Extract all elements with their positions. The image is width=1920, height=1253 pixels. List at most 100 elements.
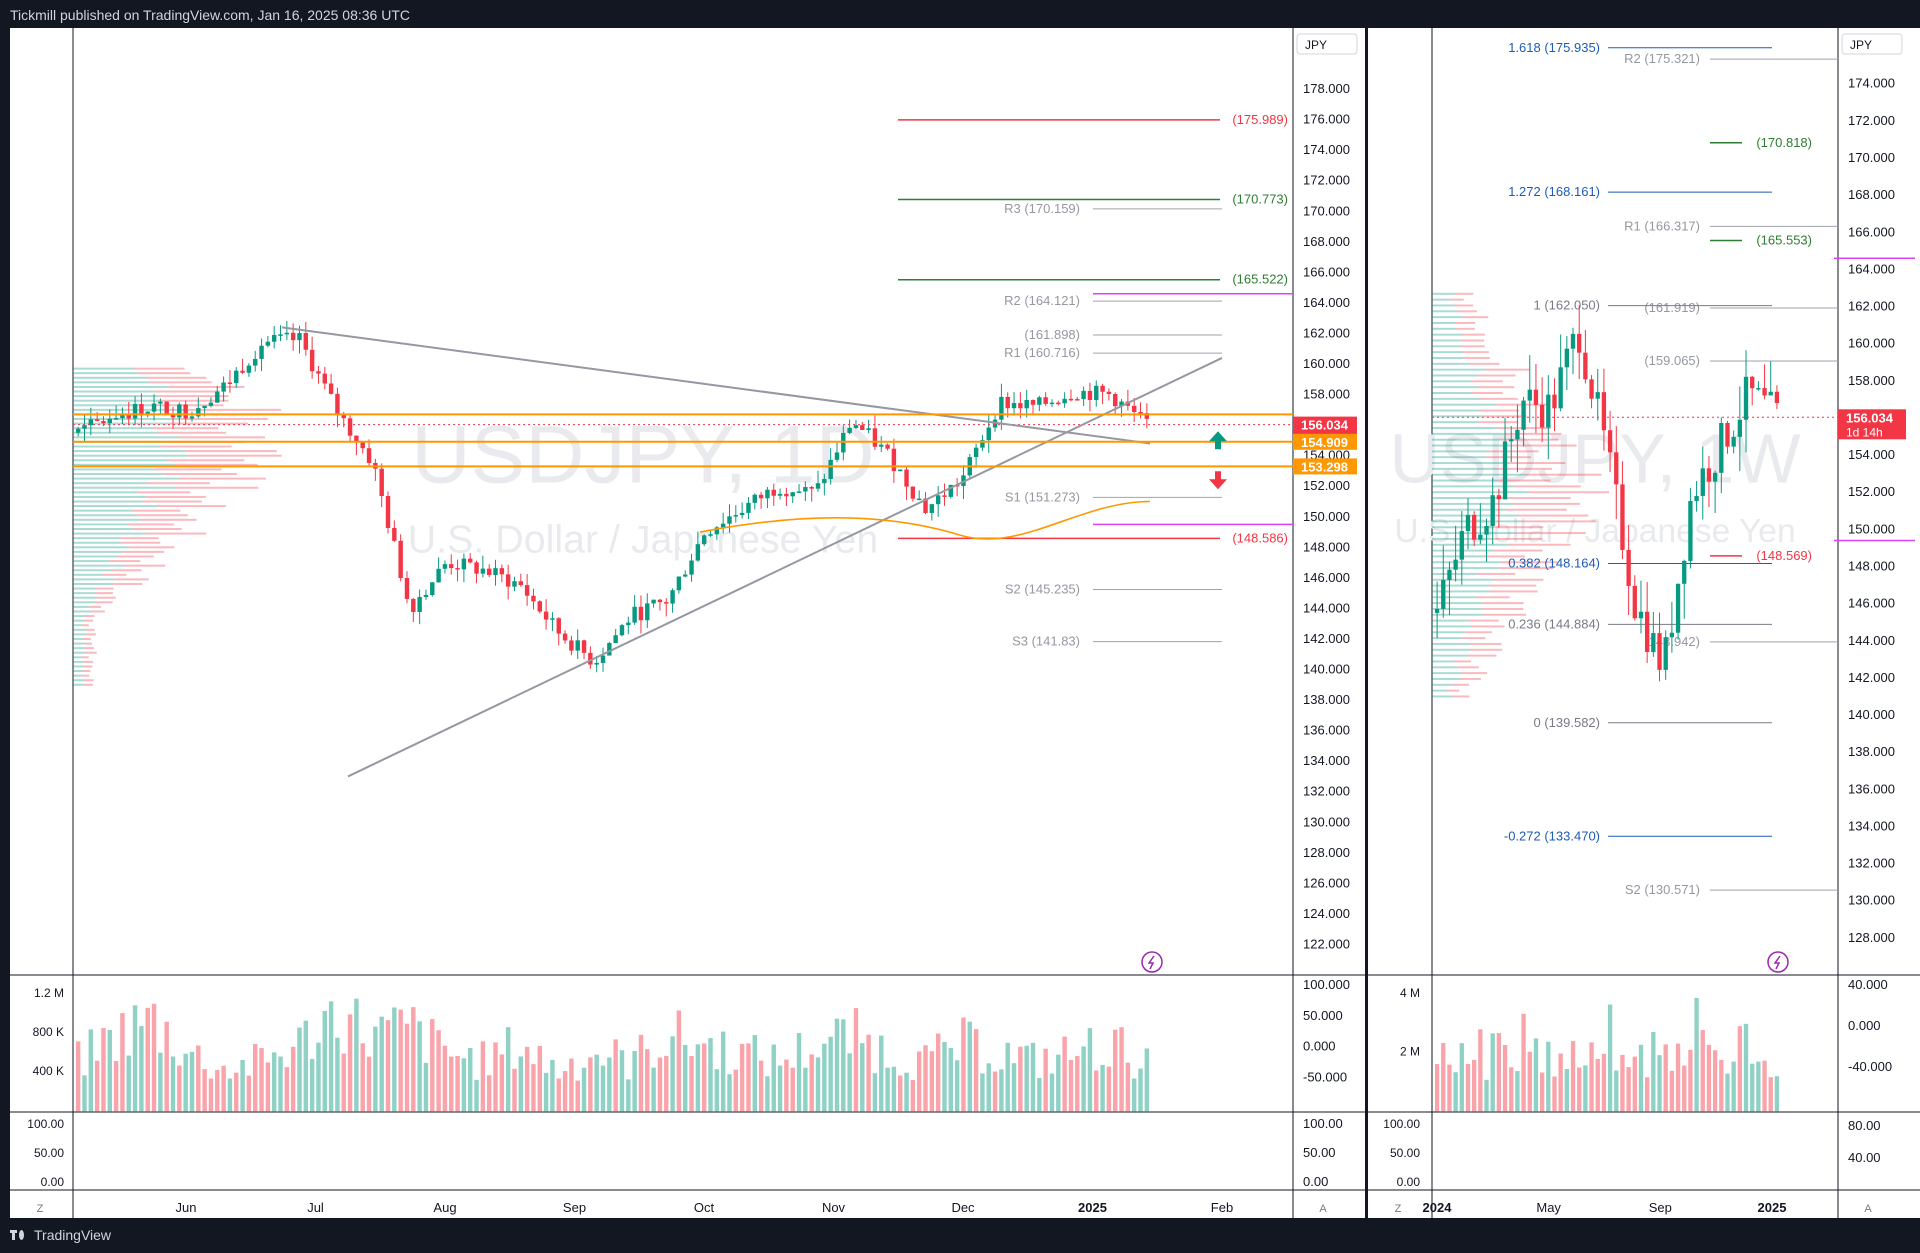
volume-profile-bar [1493,526,1544,529]
volume-profile-bar [1525,473,1602,476]
volume-profile-bar [1483,555,1526,558]
y-tick-label: 128.000 [1303,845,1350,860]
currency-label: JPY [1850,38,1872,52]
candle-body [1068,398,1074,401]
volume-profile-bar [1501,561,1558,564]
candle-body [834,452,840,460]
pivot-label: S3 (141.83) [1012,634,1080,649]
volume-bar [1750,1063,1755,1112]
volume-profile-bar [73,390,154,393]
volume-bar [980,1073,985,1112]
candle-body [683,574,688,577]
volume-bar [164,1021,169,1112]
volume-bar [834,1018,840,1112]
volume-profile-bar [1432,356,1464,359]
volume-profile-bar [84,660,94,663]
volume-profile-bar [82,637,91,640]
volume-profile-bar [137,491,191,494]
volume-profile-bar [1432,444,1512,447]
candle-body [208,402,214,406]
volume-profile-bar [84,679,94,682]
volume-profile-bar [1432,607,1483,610]
volume-profile-bar [1529,491,1610,494]
y-tick-label: 160.000 [1303,356,1350,371]
volume-bar [1011,1063,1017,1112]
volume-bar [739,1043,745,1112]
moving-average-line [699,500,1151,540]
volume-bar [1558,1053,1563,1112]
volume-bar [1651,1032,1656,1112]
volume-bar [271,1052,277,1112]
volume-profile-bar [154,468,222,471]
candle-body [1005,396,1010,409]
volume-profile-bar [73,518,141,521]
volume-bar [1607,1004,1613,1112]
volume-profile-bar [1432,695,1453,698]
volume-bar [796,1033,802,1112]
candle-body [765,489,770,499]
volume-bar [151,1003,157,1112]
candle-body [486,568,492,576]
candle-body [290,332,296,341]
volume-profile-bar [1479,421,1519,424]
chart-canvas[interactable]: USDJPY, 1DU.S. Dollar / Japanese YenJPY1… [0,0,1920,1218]
volume-profile-bar [1432,304,1455,307]
volume-profile-bar [1432,427,1498,430]
volume-profile-bar [73,445,161,448]
candle-body [468,558,473,563]
fib-level-label: 1.272 (168.161) [1508,184,1600,199]
fib-level-label: 1.618 (175.935) [1508,40,1600,55]
candle-body [1049,402,1055,405]
volume-profile-bar [1432,415,1485,418]
target-level-label: (170.818) [1756,135,1812,150]
candle-body [809,487,814,489]
volume-profile-bar [1432,456,1487,459]
candle-body [189,416,195,419]
volume-bar [1509,1067,1514,1112]
y-tick-label: 134.000 [1848,818,1895,833]
candle-body [664,602,669,604]
volume-bar [1768,1077,1773,1112]
candle-body [461,558,467,570]
volume-profile-bar [132,527,182,530]
volume-profile-bar [1432,654,1468,657]
volume-profile-bar [1467,654,1497,657]
candle-body [531,595,536,602]
volume-profile-bar [73,381,150,384]
volume-bar [284,1067,290,1112]
volume-profile-bar [1432,689,1447,692]
volume-bar [94,1060,100,1112]
volume-profile-bar [1432,619,1469,622]
volume-profile-bar [187,408,282,411]
volume-profile-bar [1469,362,1500,365]
volume-profile-bar [73,573,103,576]
candle-body [1094,385,1099,401]
volume-profile-bar [158,395,229,398]
pivot-label: R2 (175.321) [1624,51,1700,66]
volume-profile-bar [73,482,149,485]
volume-bar [328,1001,334,1112]
y-tick-label: 140.000 [1303,662,1350,677]
tradingview-logo[interactable]: TradingView [10,1227,111,1243]
volume-bar [290,1046,296,1112]
indicator-tick-label: 0.000 [1303,1039,1336,1054]
y-tick-label: 178.000 [1303,81,1350,96]
volume-bar [1125,1062,1131,1112]
candle-body [259,345,264,359]
volume-bar [480,1041,486,1112]
y-tick-label: 148.000 [1303,539,1350,554]
fib-level-label: 0 (139.582) [1534,715,1601,730]
target-level-label: (165.522) [1232,272,1288,287]
candle-body [132,404,138,419]
candle-body [1043,397,1048,404]
candle-body [442,564,448,569]
candle-body [695,544,701,561]
candle-body [322,373,327,384]
candle-body [1075,399,1080,401]
volume-profile-bar [73,491,138,494]
volume-profile-bar [1477,386,1515,389]
volume-profile-bar [1432,596,1475,599]
volume-bar [638,1034,644,1112]
volume-bar [1595,1058,1600,1112]
footer-brand: TradingView [34,1227,112,1243]
